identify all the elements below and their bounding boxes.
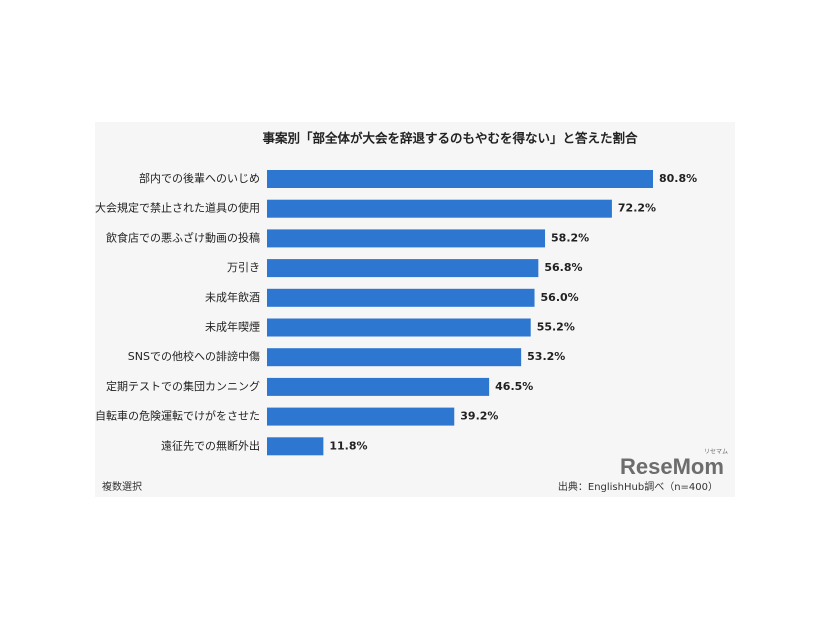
category-label: 遠征先での無断外出 [161, 438, 260, 452]
source: 出典：EnglishHub調べ（n=400） [558, 480, 718, 493]
value-label: 46.5% [495, 380, 533, 393]
bar [267, 318, 531, 337]
category-label: 未成年喫煙 [205, 320, 260, 334]
category-label: 未成年飲酒 [205, 290, 260, 304]
bar [267, 407, 455, 426]
category-label: 万引き [227, 260, 260, 274]
category-label: SNSでの他校への誹謗中傷 [128, 349, 260, 363]
bar [267, 229, 546, 248]
value-label: 56.8% [544, 261, 582, 274]
category-label: 大会規定で禁止された道具の使用 [95, 201, 260, 215]
note: 複数選択 [102, 480, 142, 493]
bar [267, 348, 522, 367]
value-label: 80.8% [659, 172, 697, 185]
category-label: 飲食店での悪ふざけ動画の投稿 [106, 230, 260, 244]
category-label: 定期テストでの集団カンニング [106, 379, 260, 393]
logo: ReseMom [620, 454, 724, 479]
value-label: 72.2% [618, 202, 656, 215]
category-label: 部内での後輩へのいじめ [139, 171, 260, 185]
logo-sub: リセマム [704, 449, 728, 456]
value-label: 39.2% [460, 410, 498, 423]
chart-title: 事案別「部全体が大会を辞退するのもやむを得ない」と答えた割合 [262, 131, 638, 146]
bar [267, 170, 653, 188]
value-label: 53.2% [527, 350, 565, 363]
bar [267, 288, 535, 307]
value-label: 11.8% [329, 439, 367, 452]
category-label: 自転車の危険運転でけがをさせた [95, 409, 260, 423]
value-label: 58.2% [551, 231, 589, 244]
bar [267, 259, 539, 278]
value-label: 55.2% [537, 321, 575, 334]
bar [267, 377, 490, 396]
bar [267, 437, 324, 456]
bar [267, 199, 612, 218]
value-label: 56.0% [541, 291, 579, 304]
